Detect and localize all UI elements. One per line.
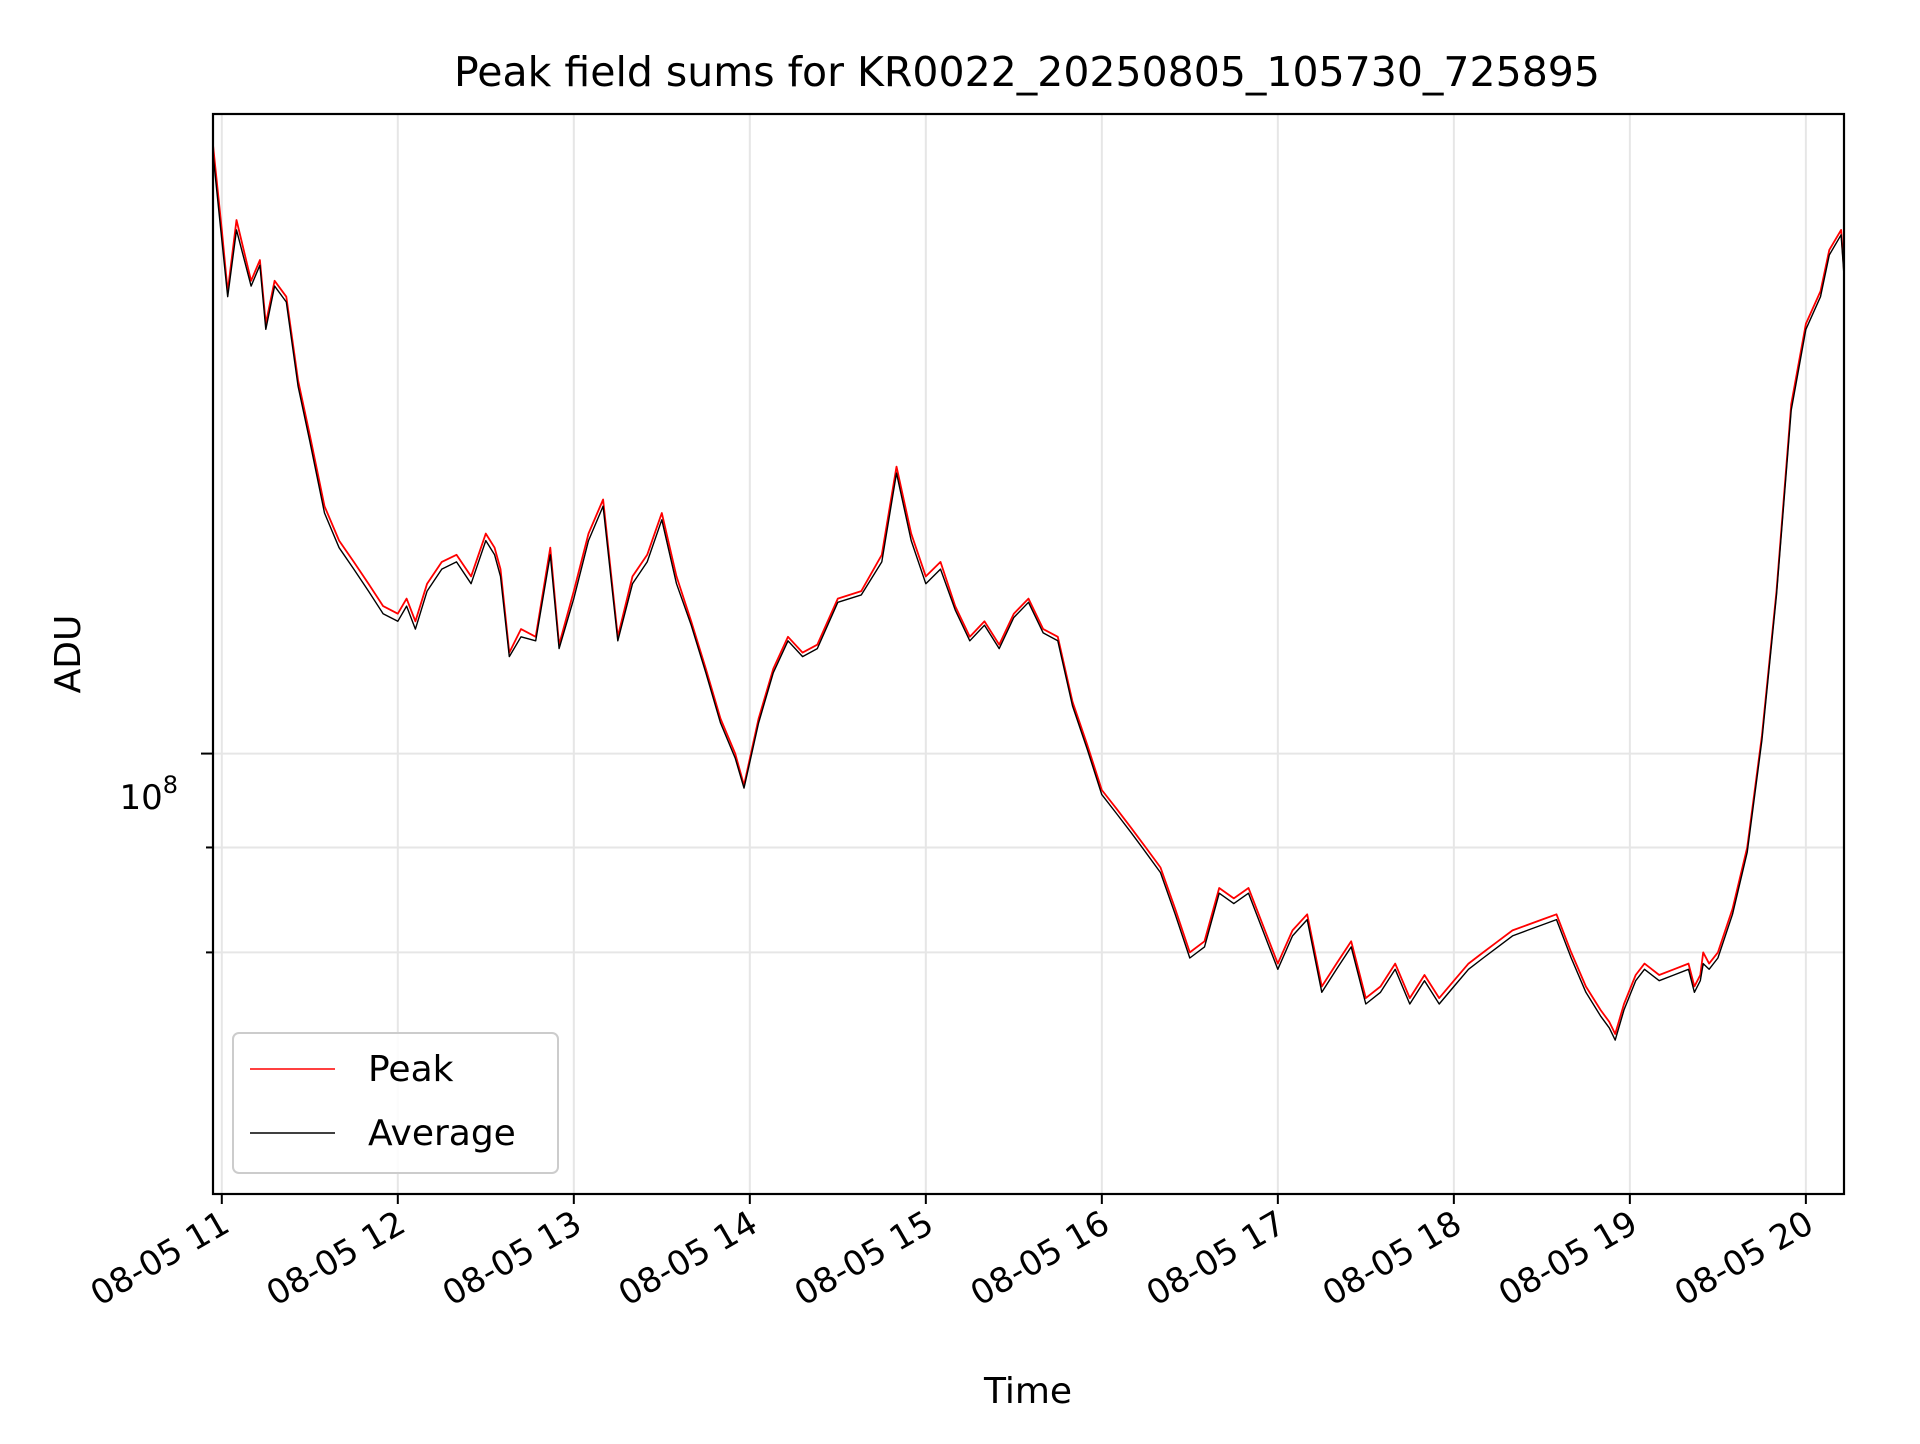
legend-label-average: Average [368, 1113, 516, 1154]
chart-title: Peak field sums for KR0022_20250805_1057… [454, 48, 1600, 96]
legend: Peak Average [232, 1032, 559, 1174]
legend-label-peak: Peak [368, 1049, 454, 1090]
x-axis-label: Time [983, 1371, 1072, 1412]
y-tick-label-1e8: 108 [119, 771, 178, 818]
series-lines [212, 144, 1845, 1041]
y-axis-label: ADU [48, 615, 89, 694]
plot-area-frame [211, 112, 1846, 1196]
y-tick-base: 10 [119, 778, 162, 818]
series-line-peak [212, 144, 1845, 1035]
legend-box [232, 1032, 559, 1174]
series-line-average [212, 153, 1845, 1041]
grid-lines [213, 114, 1844, 1194]
y-tick-exponent: 8 [163, 771, 178, 799]
